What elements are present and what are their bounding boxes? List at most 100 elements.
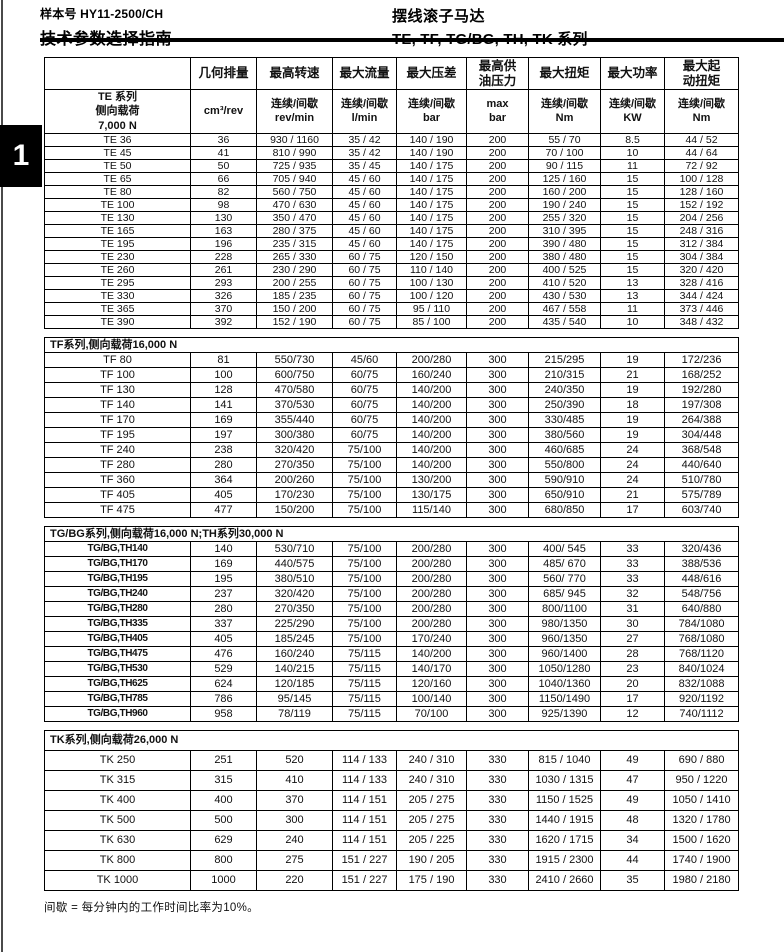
spec-value: 300: [466, 381, 529, 398]
model-label: TF 405: [44, 486, 191, 503]
spec-value: 200: [466, 223, 529, 238]
table-row: TG/BG,TH170 169 440/575 75/100 200/280 300 485…: [44, 555, 740, 572]
spec-value: 330: [466, 829, 529, 851]
spec-value: 238: [190, 441, 257, 458]
spec-value: 510/780: [663, 471, 740, 488]
spec-value: 15: [600, 262, 665, 277]
spec-value: 470/580: [256, 381, 333, 398]
spec-value: 261: [190, 262, 257, 277]
spec-value: 21: [600, 366, 665, 383]
section-title: TK系列,侧向载荷26,000 N: [43, 729, 740, 751]
spec-value: 530/710: [256, 540, 333, 557]
spec-value: 45 / 60: [332, 210, 397, 225]
model-label: TG/BG,TH960: [44, 705, 191, 722]
spec-value: 20: [600, 675, 665, 692]
table-row: TF 80 81 550/730 45/60 200/280 300 215/295 19 17…: [44, 351, 740, 368]
table-row: TG/BG,TH335 337 225/290 75/100 200/280 300 980…: [44, 615, 740, 632]
table-row: TG/BG,TH475 476 160/240 75/115 140/200 300 960…: [44, 645, 740, 662]
spec-value: 75/100: [332, 570, 397, 587]
spec-value: 10: [600, 145, 665, 160]
spec-value: 304/448: [663, 426, 740, 443]
spec-value: 400 / 525: [528, 262, 601, 277]
spec-value: 130/200: [396, 471, 467, 488]
spec-value: 140/200: [396, 411, 467, 428]
spec-value: 17: [600, 501, 665, 518]
spec-value: 60/75: [332, 396, 397, 413]
spec-value: 235 / 315: [256, 236, 333, 251]
model-label: TF 130: [44, 381, 191, 398]
spec-value: 120/160: [396, 675, 467, 692]
spec-value: 190 / 240: [528, 197, 601, 212]
spec-value: 430 / 530: [528, 288, 601, 303]
spec-value: 13: [600, 275, 665, 290]
table-row: TF 170 169 355/440 60/75 140/200 300 330/485 19…: [44, 411, 740, 428]
spec-value: 348 / 432: [664, 314, 739, 329]
spec-value: 200: [466, 288, 529, 303]
spec-value: 800: [190, 849, 257, 871]
spec-value: 128: [190, 381, 257, 398]
spec-value: 629: [190, 829, 257, 851]
table-row: TG/BG,TH960 958 78/119 75/115 70/100 300 925/1…: [44, 705, 740, 722]
spec-value: 60/75: [332, 426, 397, 443]
spec-value: 270/350: [256, 456, 333, 473]
spec-value: 300: [466, 555, 529, 572]
spec-value: 24: [600, 456, 665, 473]
spec-value: 160 / 200: [528, 184, 601, 199]
spec-value: 15: [600, 197, 665, 212]
spec-value: 120 / 150: [396, 249, 467, 264]
spec-value: 248 / 316: [664, 223, 739, 238]
spec-value: 75/115: [332, 675, 397, 692]
spec-value: 815 / 1040: [528, 749, 601, 771]
spec-value: 600/750: [256, 366, 333, 383]
spec-value: 47: [600, 769, 665, 791]
spec-value: 17: [600, 690, 665, 707]
model-label: TK 1000: [44, 869, 191, 891]
spec-value: 45 / 60: [332, 223, 397, 238]
spec-value: 590/910: [528, 471, 601, 488]
spec-value: 75/100: [332, 441, 397, 458]
spec-value: 15: [600, 171, 665, 186]
model-label: TG/BG,TH335: [44, 615, 191, 632]
spec-value: 140 / 175: [396, 171, 467, 186]
spec-value: 36: [190, 132, 257, 147]
column-unit: 连续/间歇 Nm: [528, 89, 601, 134]
spec-value: 35: [600, 869, 665, 891]
spec-value: 150 / 200: [256, 301, 333, 316]
spec-tables: 几何排量 最高转速 最大流量 最大压差 最高供 油压力 最大扭矩 最大功率 最大起 动扭矩 TE…: [43, 57, 740, 891]
spec-value: 60 / 75: [332, 288, 397, 303]
spec-value: 930 / 1160: [256, 132, 333, 147]
table-row: TK 250 251 520 114 / 133 240 / 310 330 815 / 1…: [44, 749, 740, 771]
spec-value: 15: [600, 249, 665, 264]
spec-value: 140 / 190: [396, 132, 467, 147]
spec-value: 1150/1490: [528, 690, 601, 707]
spec-value: 30: [600, 615, 665, 632]
header-right: 摆线滚子马达 TE, TF, TG/BG, TH, TK 系列: [392, 5, 588, 49]
spec-value: 476: [190, 645, 257, 662]
table-row: TK 630 629 240 114 / 151 205 / 225 330 1620 / …: [44, 829, 740, 851]
spec-value: 21: [600, 486, 665, 503]
spec-value: 200/280: [396, 540, 467, 557]
spec-value: 200: [466, 145, 529, 160]
spec-value: 200/260: [256, 471, 333, 488]
spec-value: 300: [466, 411, 529, 428]
spec-value: 140 / 190: [396, 145, 467, 160]
spec-value: 800/1100: [528, 600, 601, 617]
spec-value: 980/1350: [528, 615, 601, 632]
table-row: TE 165 163 280 / 375 45 / 60 140 / 175 200 310…: [44, 223, 739, 238]
spec-value: 390 / 480: [528, 236, 601, 251]
spec-value: 45 / 60: [332, 197, 397, 212]
spec-value: 300: [466, 441, 529, 458]
spec-value: 768/1120: [663, 645, 740, 662]
spec-value: 90 / 115: [528, 158, 601, 173]
spec-value: 15: [600, 184, 665, 199]
spec-value: 205 / 275: [396, 789, 467, 811]
section-title: TG/BG系列,侧向载荷16,000 N;TH系列30,000 N: [43, 525, 740, 542]
column-header: 最大流量: [332, 57, 397, 90]
spec-value: 13: [600, 288, 665, 303]
spec-value: 485/ 670: [528, 555, 601, 572]
model-label: TE 45: [44, 145, 191, 160]
spec-value: 1620 / 1715: [528, 829, 601, 851]
spec-value: 60 / 75: [332, 275, 397, 290]
spec-value: 114 / 151: [332, 829, 397, 851]
spec-value: 205 / 275: [396, 809, 467, 831]
